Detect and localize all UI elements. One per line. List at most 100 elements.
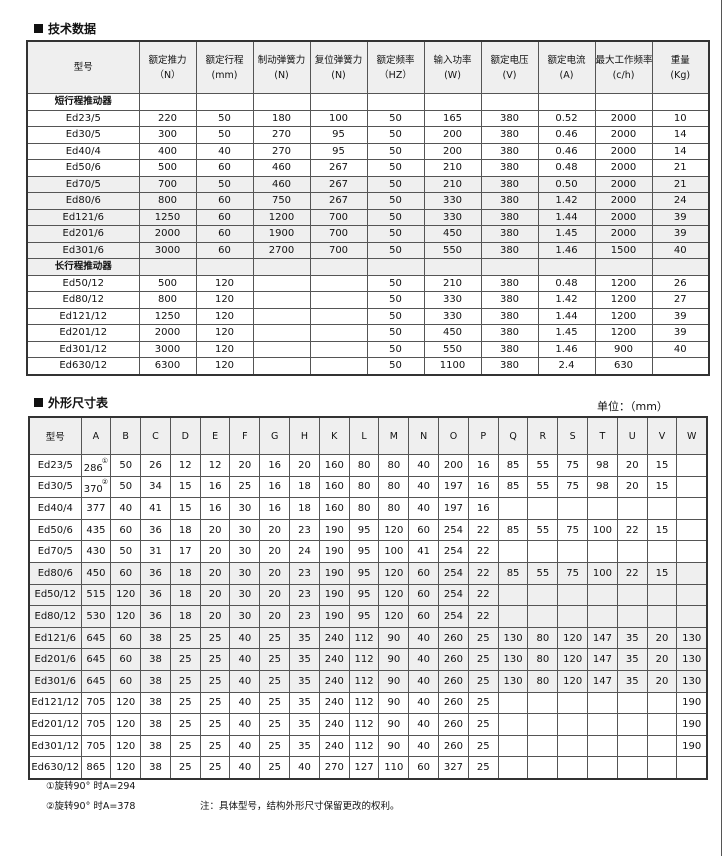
value-cell	[252, 291, 311, 309]
square-bullet-icon	[34, 398, 43, 407]
cell-value: 22	[476, 589, 490, 601]
value-cell: 6300	[138, 357, 197, 375]
cell-value: 12	[208, 459, 222, 471]
cell-value: Ed23/5	[37, 459, 73, 471]
cell-value: 260	[443, 718, 463, 730]
value-cell: 60	[408, 583, 440, 607]
cell-value: 18	[178, 610, 192, 622]
cell-value: 25	[476, 654, 490, 666]
cell-value: 80	[387, 502, 401, 514]
value-cell: 120	[195, 340, 254, 358]
value-cell: 16	[467, 454, 499, 477]
value-cell: 22	[467, 583, 499, 607]
column-header: 额定电流 (A)	[537, 40, 596, 94]
value-cell: 38	[140, 734, 171, 758]
cell-value: 147	[592, 675, 612, 687]
value-cell: 20	[199, 518, 231, 542]
cell-value: 25	[208, 675, 222, 687]
cell-value: 25	[268, 697, 282, 709]
cell-value: 80	[536, 654, 550, 666]
value-cell: 20	[199, 540, 231, 563]
header-unit: (mm)	[211, 69, 238, 81]
value-cell: 254	[438, 540, 469, 563]
value-cell: 380	[480, 307, 539, 325]
value-cell: 98	[587, 475, 618, 499]
cell-value: 60	[119, 654, 133, 666]
value-cell: 254	[438, 605, 469, 628]
value-cell: 60	[195, 225, 254, 243]
table-row: Ed301/12 3000 120 50 550 380 1.46 900 40	[26, 340, 710, 358]
value-cell: 18	[169, 605, 201, 628]
value-cell: 380	[480, 142, 539, 160]
value-cell: 1.46	[537, 241, 596, 259]
cell-value: 80	[536, 632, 550, 644]
model-cell: Ed201/6	[26, 225, 140, 243]
cell-value: 127	[354, 762, 374, 774]
value-cell: 85	[497, 454, 529, 477]
empty-cell	[651, 93, 710, 111]
empty-cell	[480, 93, 539, 111]
value-cell: 20	[646, 669, 678, 693]
table-row: Ed301/12 705 120 38 25 25 40 25 35 240 112 90 40 260 2…	[28, 734, 708, 758]
value-cell: 15	[646, 561, 678, 585]
value-cell: 50	[366, 175, 425, 193]
cell-value: 25	[476, 675, 490, 687]
value-cell: 705	[80, 691, 112, 715]
cell-value: 20	[238, 459, 252, 471]
value-cell	[676, 518, 708, 542]
value-cell: 120	[110, 583, 142, 607]
value-cell	[252, 274, 311, 292]
value-cell: 430	[80, 540, 112, 563]
cell-value: 254	[443, 524, 463, 536]
cell-value: 130	[503, 654, 523, 666]
value-cell: 400	[138, 142, 197, 160]
cell-value: 25	[268, 762, 282, 774]
value-cell: 25	[259, 648, 291, 671]
value-cell: 1.45	[537, 324, 596, 342]
value-cell: 60	[408, 561, 440, 585]
value-cell: 550	[423, 241, 482, 259]
cell-value: Ed201/12	[31, 718, 80, 730]
value-cell: 220	[138, 109, 197, 127]
cell-value: 22	[625, 524, 639, 536]
value-cell	[527, 583, 559, 607]
value-cell	[497, 605, 529, 628]
cell-value: 120	[384, 610, 404, 622]
value-cell	[587, 540, 618, 563]
value-cell: 39	[651, 208, 710, 226]
column-header: 输入功率 (W)	[423, 40, 482, 94]
cell-value: 26	[149, 459, 162, 471]
cell-value: 35	[625, 675, 639, 687]
value-cell: 500	[138, 159, 197, 177]
value-cell: 530	[80, 605, 112, 628]
value-cell: 25	[467, 756, 499, 780]
value-cell: 50	[366, 225, 425, 243]
cell-value: 120	[563, 654, 583, 666]
value-cell: 20	[259, 605, 291, 628]
column-header: 重量 (Kg)	[651, 40, 710, 94]
value-cell: 50	[195, 126, 254, 144]
value-cell: 210	[423, 159, 482, 177]
cell-value: 40	[238, 718, 252, 730]
cell-value: 147	[592, 654, 612, 666]
column-header: 型号	[28, 416, 82, 455]
remark-note: 注：具体型号，结构外形尺寸保留更改的权利。	[200, 801, 400, 812]
value-cell: 330	[423, 291, 482, 309]
table-row: Ed30/5 300 50 270 95 50 200 380 0.46 2000 14	[26, 126, 710, 144]
value-cell: 60	[195, 208, 254, 226]
value-cell: 50	[110, 454, 142, 477]
value-cell: 130	[676, 669, 708, 693]
cell-value: 25	[476, 718, 490, 730]
cell-value: 20	[655, 654, 669, 666]
cell-value: 130	[682, 654, 702, 666]
value-cell: 1.42	[537, 291, 596, 309]
model-cell: Ed201/12	[26, 324, 140, 342]
value-cell: 15	[169, 475, 201, 499]
value-cell: 16	[467, 475, 499, 499]
value-cell: 190	[676, 691, 708, 715]
column-header: G	[259, 416, 291, 455]
cell-value: 80	[387, 481, 401, 493]
empty-cell	[252, 258, 311, 276]
header-name: 额定行程	[205, 54, 244, 66]
cell-value: 190	[682, 718, 702, 730]
